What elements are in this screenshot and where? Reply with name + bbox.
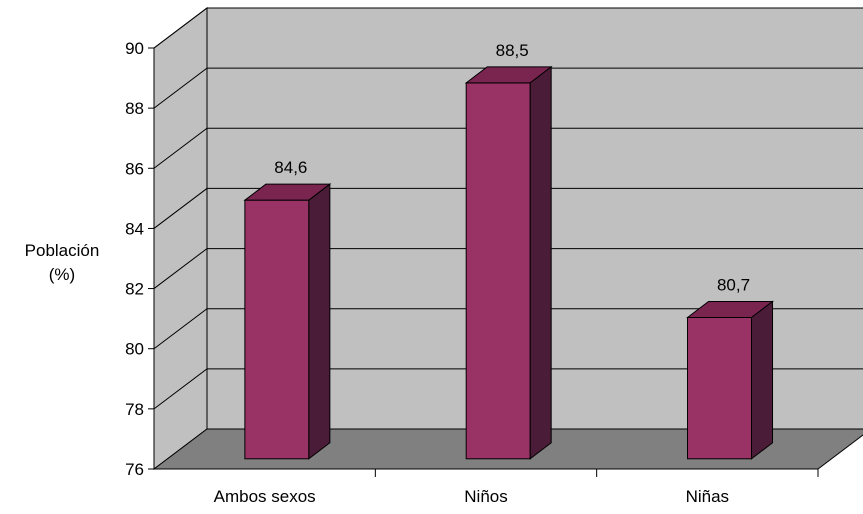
bar-side xyxy=(751,300,774,460)
gridline xyxy=(153,368,863,410)
bar-side xyxy=(308,183,331,460)
value-label: 80,7 xyxy=(717,275,750,294)
x-tick-label: Niños xyxy=(464,487,507,506)
gridlines xyxy=(153,7,863,410)
bar-side xyxy=(529,65,552,460)
x-tick-label: Ambos sexos xyxy=(214,487,316,506)
y-tick-label: 86 xyxy=(125,159,144,178)
y-tick-label: 78 xyxy=(125,400,144,419)
gridline xyxy=(153,7,863,49)
side-wall xyxy=(153,6,208,471)
y-tick-label: 88 xyxy=(125,99,144,118)
y-axis-label-unit: (%) xyxy=(49,265,75,284)
gridline xyxy=(153,248,863,289)
value-label: 88,5 xyxy=(496,41,529,60)
y-axis-label: Población xyxy=(25,241,100,260)
bar-niñas xyxy=(687,316,753,460)
bars xyxy=(243,65,775,460)
axes xyxy=(148,47,819,477)
gridline xyxy=(153,67,863,109)
bar-niños xyxy=(465,82,531,460)
y-tick-label: 90 xyxy=(125,39,144,58)
value-label: 84,6 xyxy=(274,158,307,177)
y-tick-label: 84 xyxy=(125,219,144,238)
y-tick-label: 76 xyxy=(125,460,144,479)
gridline xyxy=(153,187,863,229)
labels: 76 78 80 82 84 86 88 90 84,6 Ambos sexos 88,5 Niños… xyxy=(125,39,750,506)
x-tick-label: Niñas xyxy=(686,487,729,506)
gridline xyxy=(153,308,863,350)
y-tick-label: 80 xyxy=(125,340,144,359)
bar-ambos-sexos xyxy=(244,199,310,460)
gridline xyxy=(153,127,863,169)
y-tick-label: 82 xyxy=(125,280,144,299)
